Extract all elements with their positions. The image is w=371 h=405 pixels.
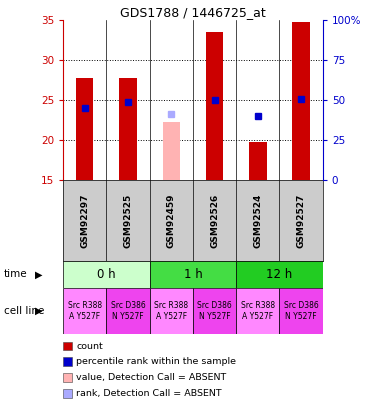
Bar xyxy=(279,288,323,334)
Text: Src R388
A Y527F: Src R388 A Y527F xyxy=(68,301,102,321)
Bar xyxy=(193,288,236,334)
Text: Src D386
N Y527F: Src D386 N Y527F xyxy=(197,301,232,321)
Bar xyxy=(249,142,266,180)
Text: cell line: cell line xyxy=(4,306,44,316)
Text: rank, Detection Call = ABSENT: rank, Detection Call = ABSENT xyxy=(76,389,222,398)
Text: GSM92527: GSM92527 xyxy=(297,194,306,248)
Text: ▶: ▶ xyxy=(35,269,43,279)
Text: 12 h: 12 h xyxy=(266,268,293,281)
Text: Src R388
A Y527F: Src R388 A Y527F xyxy=(241,301,275,321)
Text: time: time xyxy=(4,269,27,279)
Bar xyxy=(236,261,323,288)
Text: Src D386
N Y527F: Src D386 N Y527F xyxy=(111,301,145,321)
Text: Src R388
A Y527F: Src R388 A Y527F xyxy=(154,301,188,321)
Text: 0 h: 0 h xyxy=(97,268,116,281)
Text: value, Detection Call = ABSENT: value, Detection Call = ABSENT xyxy=(76,373,226,382)
Title: GDS1788 / 1446725_at: GDS1788 / 1446725_at xyxy=(120,6,266,19)
Bar xyxy=(150,261,236,288)
Bar xyxy=(162,122,180,180)
Bar xyxy=(63,288,106,334)
Bar xyxy=(76,78,93,180)
Bar xyxy=(236,288,279,334)
Bar xyxy=(119,78,137,180)
Text: GSM92524: GSM92524 xyxy=(253,194,262,248)
Bar xyxy=(150,288,193,334)
Bar xyxy=(106,288,150,334)
Bar xyxy=(63,261,150,288)
Text: count: count xyxy=(76,341,103,351)
Bar xyxy=(206,32,223,180)
Text: percentile rank within the sample: percentile rank within the sample xyxy=(76,357,236,366)
Text: ▶: ▶ xyxy=(35,306,43,316)
Text: GSM92297: GSM92297 xyxy=(80,194,89,248)
Text: 1 h: 1 h xyxy=(184,268,202,281)
Text: GSM92525: GSM92525 xyxy=(124,194,132,248)
Text: GSM92459: GSM92459 xyxy=(167,194,176,248)
Bar xyxy=(292,22,310,180)
Text: Src D386
N Y527F: Src D386 N Y527F xyxy=(284,301,318,321)
Text: GSM92526: GSM92526 xyxy=(210,194,219,248)
